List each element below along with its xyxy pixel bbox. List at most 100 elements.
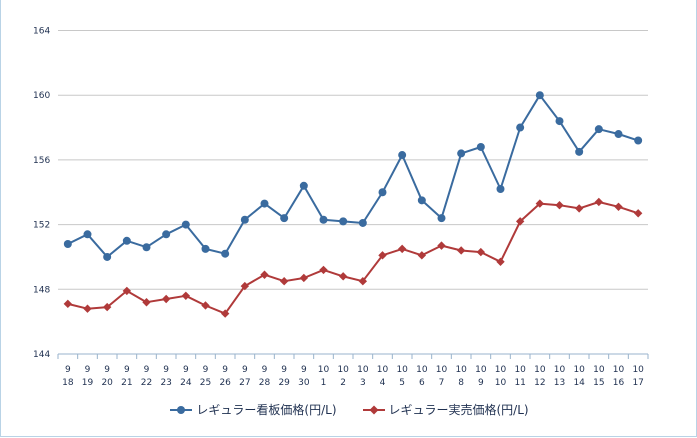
data-point-series-0 bbox=[162, 230, 171, 239]
data-point-series-0 bbox=[594, 125, 603, 134]
data-point-series-1 bbox=[456, 246, 466, 255]
data-point-series-0 bbox=[358, 218, 367, 227]
data-point-series-0 bbox=[63, 240, 72, 249]
x-tick-label-month: 10 bbox=[593, 365, 605, 375]
data-point-series-0 bbox=[437, 214, 446, 223]
data-point-series-1 bbox=[614, 202, 623, 212]
legend-entry-actual-price: レギュラー実売価格(円/L) bbox=[362, 401, 529, 418]
data-point-series-1 bbox=[181, 291, 191, 300]
data-point-series-0 bbox=[339, 217, 348, 226]
data-point-series-0 bbox=[319, 215, 328, 224]
x-tick-label-day: 22 bbox=[141, 378, 152, 388]
x-tick-label-month: 10 bbox=[337, 365, 349, 375]
x-tick-label-day: 4 bbox=[380, 378, 386, 388]
x-tick-label-day: 26 bbox=[219, 378, 231, 388]
series-line-1 bbox=[67, 201, 639, 315]
data-point-series-0 bbox=[398, 151, 407, 160]
x-tick-label-month: 10 bbox=[396, 365, 408, 375]
data-point-series-1 bbox=[476, 247, 486, 257]
x-tick-label-month: 10 bbox=[613, 365, 625, 375]
x-tick-label-month: 9 bbox=[222, 365, 228, 375]
data-point-series-0 bbox=[83, 230, 92, 239]
x-tick-label-month: 9 bbox=[65, 365, 71, 375]
data-point-series-1 bbox=[299, 273, 309, 283]
series-lines bbox=[63, 91, 643, 318]
legend-label-signboard-price: レギュラー看板価格(円/L) bbox=[196, 403, 337, 417]
data-point-series-0 bbox=[457, 149, 466, 158]
x-tick-label-month: 10 bbox=[416, 365, 428, 375]
data-point-series-1 bbox=[358, 277, 368, 286]
data-point-series-1 bbox=[417, 251, 427, 260]
data-point-series-1 bbox=[496, 257, 505, 267]
data-point-series-1 bbox=[142, 298, 151, 307]
data-point-series-1 bbox=[397, 244, 407, 254]
data-point-series-1 bbox=[279, 277, 289, 286]
data-point-series-1 bbox=[220, 309, 230, 318]
x-tick-label-month: 9 bbox=[242, 365, 248, 375]
y-tick-label-160: 160 bbox=[33, 91, 50, 101]
x-tick-label-month: 10 bbox=[495, 365, 507, 375]
y-tick-label-156: 156 bbox=[33, 156, 50, 166]
x-tick-label-month: 10 bbox=[632, 365, 644, 375]
data-point-series-0 bbox=[280, 214, 289, 223]
x-tick-label-day: 10 bbox=[495, 378, 507, 388]
x-tick-label-month: 10 bbox=[554, 365, 566, 375]
data-point-series-0 bbox=[142, 243, 151, 252]
x-tick-label-month: 9 bbox=[183, 365, 189, 375]
legend-circle-marker-icon bbox=[170, 405, 193, 414]
series-line-0 bbox=[67, 94, 639, 258]
data-point-series-1 bbox=[122, 286, 132, 296]
data-point-series-0 bbox=[476, 142, 485, 151]
x-tick-label-day: 7 bbox=[439, 378, 445, 388]
x-tick-label-month: 10 bbox=[357, 365, 369, 375]
x-tick-label-day: 13 bbox=[554, 378, 565, 388]
data-point-series-1 bbox=[201, 301, 210, 310]
data-point-series-1 bbox=[102, 302, 112, 312]
data-point-series-0 bbox=[122, 236, 131, 245]
data-point-series-1 bbox=[535, 199, 545, 208]
data-point-series-1 bbox=[633, 209, 643, 218]
data-point-series-1 bbox=[574, 204, 584, 213]
data-point-series-1 bbox=[338, 272, 348, 281]
data-point-series-0 bbox=[181, 220, 190, 229]
x-tick-label-month: 9 bbox=[144, 365, 150, 375]
x-tick-label-day: 2 bbox=[340, 378, 346, 388]
x-tick-label-month: 10 bbox=[455, 365, 467, 375]
x-tick-label-day: 23 bbox=[160, 378, 171, 388]
x-tick-label-month: 9 bbox=[281, 365, 287, 375]
x-tick-label-month: 9 bbox=[301, 365, 307, 375]
y-tick-label-148: 148 bbox=[33, 285, 50, 295]
x-tick-label-day: 25 bbox=[200, 378, 211, 388]
x-tick-label-day: 9 bbox=[478, 378, 484, 388]
data-point-series-0 bbox=[240, 215, 249, 224]
data-point-series-1 bbox=[378, 251, 387, 260]
grid-lines bbox=[58, 30, 648, 290]
x-tick-label-month: 10 bbox=[534, 365, 546, 375]
data-point-series-0 bbox=[103, 252, 112, 261]
x-tick-labels: 9189199209219229239249259269279289299301… bbox=[62, 365, 644, 388]
data-point-series-0 bbox=[378, 188, 387, 197]
x-tick-label-day: 30 bbox=[298, 378, 310, 388]
data-point-series-1 bbox=[260, 270, 269, 279]
data-point-series-0 bbox=[634, 136, 643, 145]
x-tick-label-day: 6 bbox=[419, 378, 425, 388]
x-tick-label-day: 20 bbox=[101, 378, 113, 388]
x-tick-label-day: 15 bbox=[593, 378, 604, 388]
legend-diamond-marker-icon bbox=[362, 405, 385, 414]
x-tick-label-month: 10 bbox=[475, 365, 487, 375]
data-point-series-0 bbox=[516, 123, 525, 132]
data-point-series-1 bbox=[437, 241, 446, 250]
chart-legend: レギュラー看板価格(円/L) レギュラー実売価格(円/L) bbox=[1, 401, 697, 418]
x-tick-label-day: 12 bbox=[534, 378, 545, 388]
x-tick-label-day: 27 bbox=[239, 378, 250, 388]
x-tick-label-day: 18 bbox=[62, 378, 74, 388]
data-point-series-0 bbox=[535, 91, 544, 100]
x-tick-label-month: 10 bbox=[573, 365, 585, 375]
x-tick-label-day: 1 bbox=[321, 378, 327, 388]
x-tick-label-day: 29 bbox=[278, 378, 290, 388]
legend-entry-signboard-price: レギュラー看板価格(円/L) bbox=[170, 401, 337, 418]
data-point-series-1 bbox=[63, 299, 73, 309]
data-point-series-0 bbox=[555, 117, 564, 126]
x-tick-label-day: 24 bbox=[180, 378, 192, 388]
x-tick-label-month: 9 bbox=[203, 365, 209, 375]
